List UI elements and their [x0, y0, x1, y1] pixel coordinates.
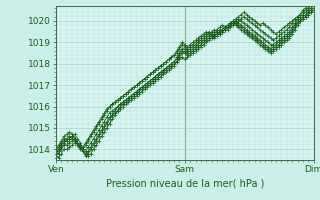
X-axis label: Pression niveau de la mer( hPa ): Pression niveau de la mer( hPa )	[106, 178, 264, 188]
